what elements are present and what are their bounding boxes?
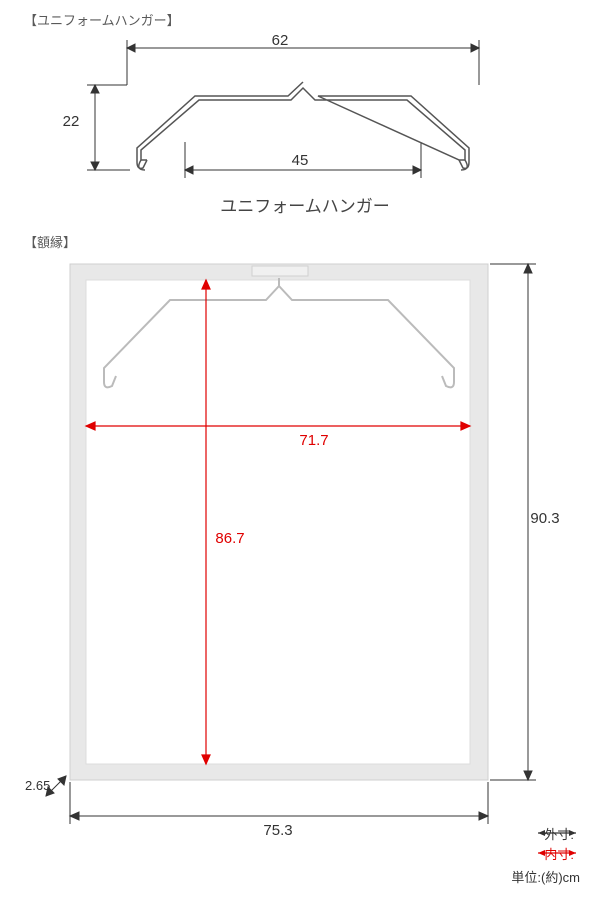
frame-dim-inner-width: 71.7 <box>299 432 328 449</box>
frame-dim-outer-height: 90.3 <box>530 510 559 527</box>
legend-outer-arrow-icon <box>534 826 580 840</box>
legend-outer-row: 外寸: <box>511 823 580 843</box>
frame-diagram <box>30 256 590 836</box>
hanger-diagram <box>55 30 515 200</box>
frame-dim-inner-height: 86.7 <box>215 530 244 547</box>
hanger-caption: ユニフォームハンガー <box>165 192 445 217</box>
hanger-dim-width-inner: 45 <box>292 152 309 169</box>
legend: 外寸: 内寸: 単位:(約)cm <box>511 823 580 886</box>
frame-section-heading: 【額縁】 <box>24 232 76 251</box>
hanger-dim-width-outer: 62 <box>272 32 289 49</box>
frame-dim-depth: 2.65 <box>25 778 50 793</box>
hanger-section-heading: 【ユニフォームハンガー】 <box>24 10 180 29</box>
frame-dim-outer-width: 75.3 <box>263 822 292 839</box>
legend-inner-arrow-icon <box>534 846 580 860</box>
legend-inner-row: 内寸: <box>511 843 580 863</box>
hanger-dim-height: 22 <box>63 113 80 130</box>
legend-unit: 単位:(約)cm <box>511 867 580 886</box>
